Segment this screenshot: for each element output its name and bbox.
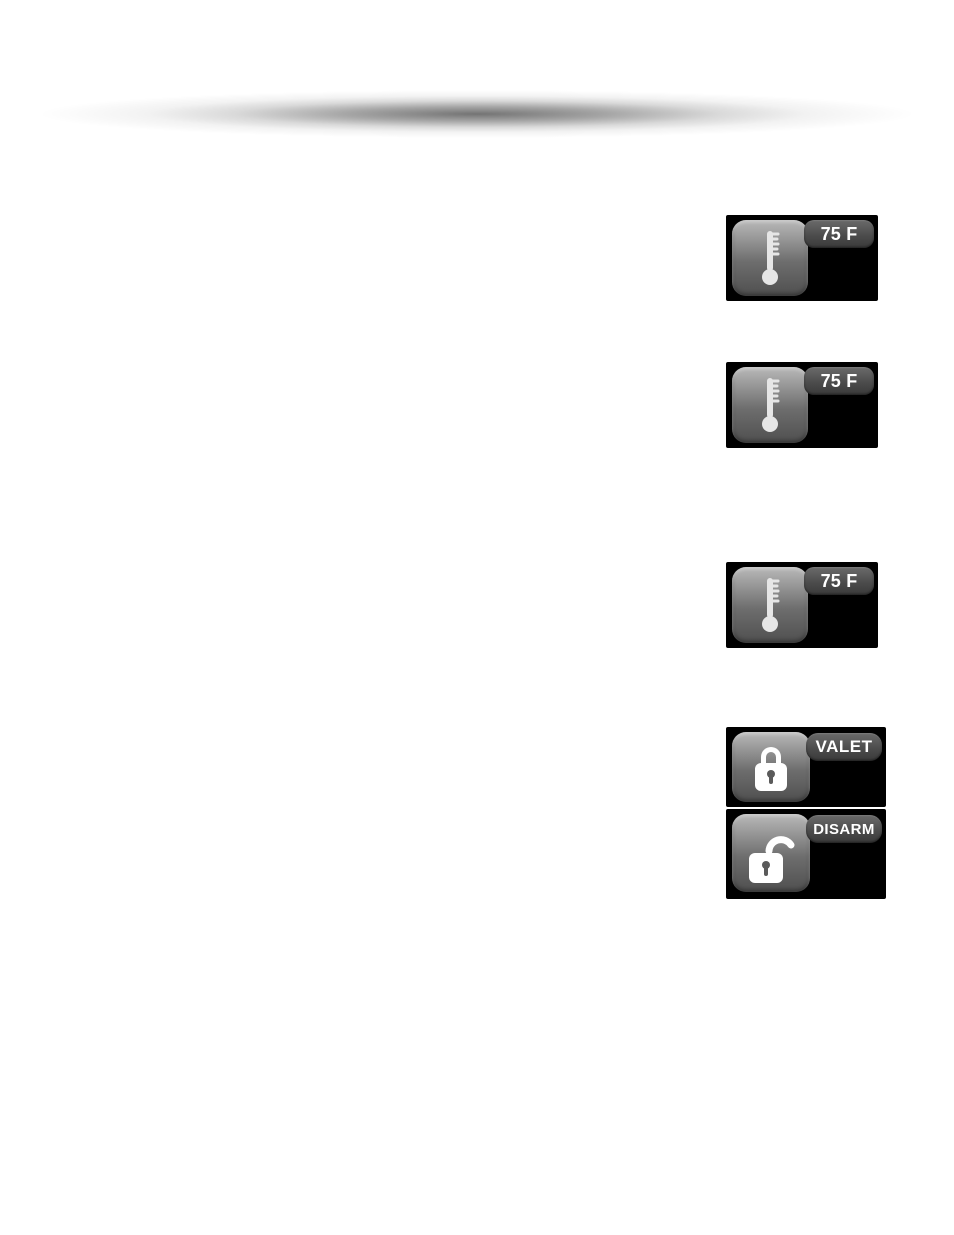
thermometer-icon — [758, 374, 782, 436]
temperature-value: 75 F — [821, 224, 858, 245]
lock-tile — [732, 814, 810, 892]
document-page: 75 F — [0, 0, 954, 1235]
temperature-card: 75 F — [726, 215, 878, 301]
temperature-value: 75 F — [821, 571, 858, 592]
valet-indicator: VALET — [726, 727, 886, 807]
thermometer-icon — [758, 227, 782, 289]
temperature-indicator-1: 75 F — [726, 215, 886, 301]
disarm-card: DISARM — [726, 809, 886, 899]
temperature-value: 75 F — [821, 371, 858, 392]
temperature-card: 75 F — [726, 562, 878, 648]
temperature-badge: 75 F — [804, 220, 874, 248]
valet-label: VALET — [816, 737, 873, 757]
icon-column: 75 F — [726, 215, 886, 899]
disarm-label: DISARM — [813, 821, 875, 838]
temperature-indicator-2: 75 F — [726, 362, 886, 448]
thermometer-icon — [758, 574, 782, 636]
temperature-indicator-3: 75 F — [726, 562, 886, 648]
disarm-badge: DISARM — [806, 815, 882, 843]
valet-card: VALET — [726, 727, 886, 807]
lock-closed-icon — [747, 739, 795, 795]
lock-tile — [732, 732, 810, 802]
thermometer-tile — [732, 367, 808, 443]
temperature-card: 75 F — [726, 362, 878, 448]
header-shadow-divider — [0, 90, 954, 138]
temperature-badge: 75 F — [804, 567, 874, 595]
disarm-indicator: DISARM — [726, 809, 886, 899]
thermometer-tile — [732, 220, 808, 296]
temperature-badge: 75 F — [804, 367, 874, 395]
thermometer-tile — [732, 567, 808, 643]
lock-open-icon — [743, 825, 799, 887]
valet-badge: VALET — [806, 733, 882, 761]
